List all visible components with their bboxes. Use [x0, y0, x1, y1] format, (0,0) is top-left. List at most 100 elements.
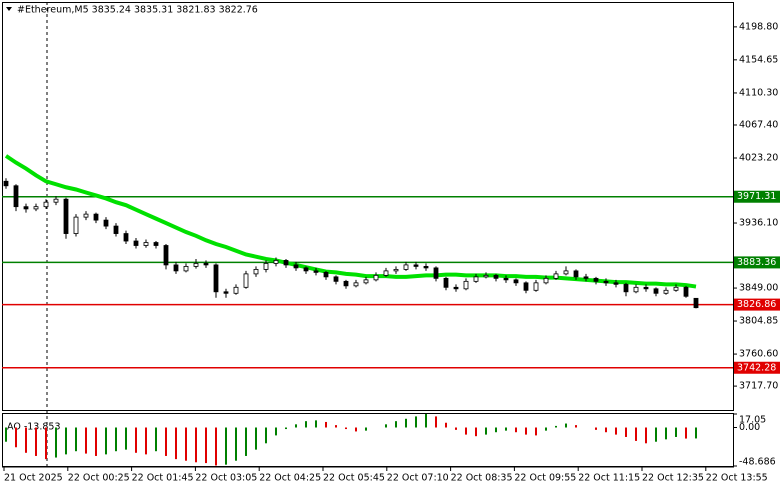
candle-body: [243, 273, 249, 288]
x-tick-label: 22 Oct 03:05: [195, 473, 257, 484]
candle-body: [293, 264, 299, 269]
y-tick-label: 3760.60: [739, 349, 778, 360]
x-tick-label: 22 Oct 00:25: [68, 473, 130, 484]
candle-body: [233, 286, 239, 294]
candle-body: [443, 277, 449, 288]
candle-body: [423, 266, 429, 269]
candle-body: [133, 240, 139, 246]
indicator-label: AO -13.853: [7, 422, 61, 433]
level-label: 3826.86: [737, 299, 776, 310]
y-tick-label: 3717.70: [739, 381, 778, 392]
y-tick-label: 4067.40: [739, 119, 778, 130]
candle-body: [343, 280, 349, 287]
candle-body: [693, 297, 699, 309]
candle-body: [553, 273, 559, 279]
candle-body: [613, 282, 619, 285]
y-tick-label: 3804.85: [739, 316, 778, 327]
candle-body: [313, 270, 319, 273]
x-tick-label: 22 Oct 01:45: [132, 473, 194, 484]
candle-body: [683, 286, 689, 297]
candle-body: [13, 185, 19, 208]
candle-body: [323, 271, 329, 278]
candle-body: [623, 283, 629, 293]
candle-body: [73, 216, 79, 234]
candle-body: [483, 274, 489, 278]
y-tick-label: 4198.80: [739, 21, 778, 32]
candle-body: [283, 260, 289, 266]
level-tag: [734, 361, 780, 374]
x-tick-label: 22 Oct 09:55: [514, 473, 576, 484]
moving-average: [4, 154, 697, 289]
candle-body: [573, 270, 579, 278]
candle-body: [493, 274, 499, 279]
indicator-tick-label: 0.00: [739, 422, 760, 433]
candle-body: [543, 277, 549, 284]
y-tick-label: 3849.00: [739, 283, 778, 294]
y-tick-label: 4110.30: [739, 87, 778, 98]
y-tick-label: 4154.65: [739, 54, 778, 65]
candle-body: [583, 276, 589, 279]
candle-body: [183, 266, 189, 272]
candle-body: [143, 242, 149, 246]
candle-body: [383, 270, 389, 276]
candle-body: [393, 268, 399, 272]
candle-body: [123, 233, 129, 242]
candle-body: [513, 279, 519, 284]
x-tick-label: 22 Oct 08:35: [451, 473, 513, 484]
candle-body: [463, 280, 469, 290]
indicator-tick-label: -48.686: [739, 457, 776, 468]
level-tag: [734, 298, 780, 311]
candle-body: [563, 270, 569, 275]
candle-body: [333, 276, 339, 282]
candle-body: [663, 289, 669, 294]
candle-body: [173, 264, 179, 272]
menu-arrow: [6, 7, 12, 11]
x-tick-label: 22 Oct 13:55: [706, 473, 768, 484]
level-label: 3883.36: [737, 257, 776, 268]
candle-body: [203, 263, 209, 266]
candle-body: [403, 264, 409, 270]
x-tick-label: 22 Oct 04:25: [259, 473, 321, 484]
candle-body: [33, 206, 39, 210]
level-tag: [734, 190, 780, 203]
chart-title: #Ethereum,M5 3835.24 3835.31 3821.83 382…: [17, 5, 258, 16]
candle-body: [533, 282, 539, 291]
candle-body: [93, 213, 99, 221]
candle-body: [23, 206, 29, 210]
level-label: 3742.28: [737, 362, 776, 373]
x-tick-label: 22 Oct 05:45: [323, 473, 385, 484]
candle-body: [253, 268, 259, 275]
candle-body: [363, 279, 369, 284]
y-tick-label: 3936.10: [739, 218, 778, 229]
x-tick-label: 21 Oct 2025: [4, 473, 63, 484]
candle-body: [373, 274, 379, 281]
x-tick-label: 22 Oct 07:10: [387, 473, 449, 484]
candle-body: [43, 201, 49, 208]
candle-body: [673, 286, 679, 291]
y-tick-label: 4023.20: [739, 152, 778, 163]
candle-body: [263, 263, 269, 270]
x-tick-label: 22 Oct 11:15: [578, 473, 640, 484]
level-label: 3971.31: [737, 191, 776, 202]
candle-body: [593, 277, 599, 282]
candle-body: [63, 198, 69, 234]
candle-body: [353, 282, 359, 287]
candle-body: [273, 260, 279, 264]
candle-body: [653, 288, 659, 294]
candle-body: [103, 219, 109, 227]
candle-body: [193, 263, 199, 267]
candle-body: [153, 242, 159, 246]
candle-body: [473, 276, 479, 282]
candle-body: [3, 180, 9, 187]
candle-body: [303, 267, 309, 272]
candle-body: [53, 198, 59, 203]
x-tick-label: 22 Oct 12:35: [642, 473, 704, 484]
candle-body: [413, 264, 419, 267]
indicator-tick-label: 17.05: [739, 415, 766, 426]
candle-body: [163, 245, 169, 266]
candle-body: [213, 264, 219, 293]
candle-body: [603, 280, 609, 284]
level-tag: [734, 256, 780, 269]
